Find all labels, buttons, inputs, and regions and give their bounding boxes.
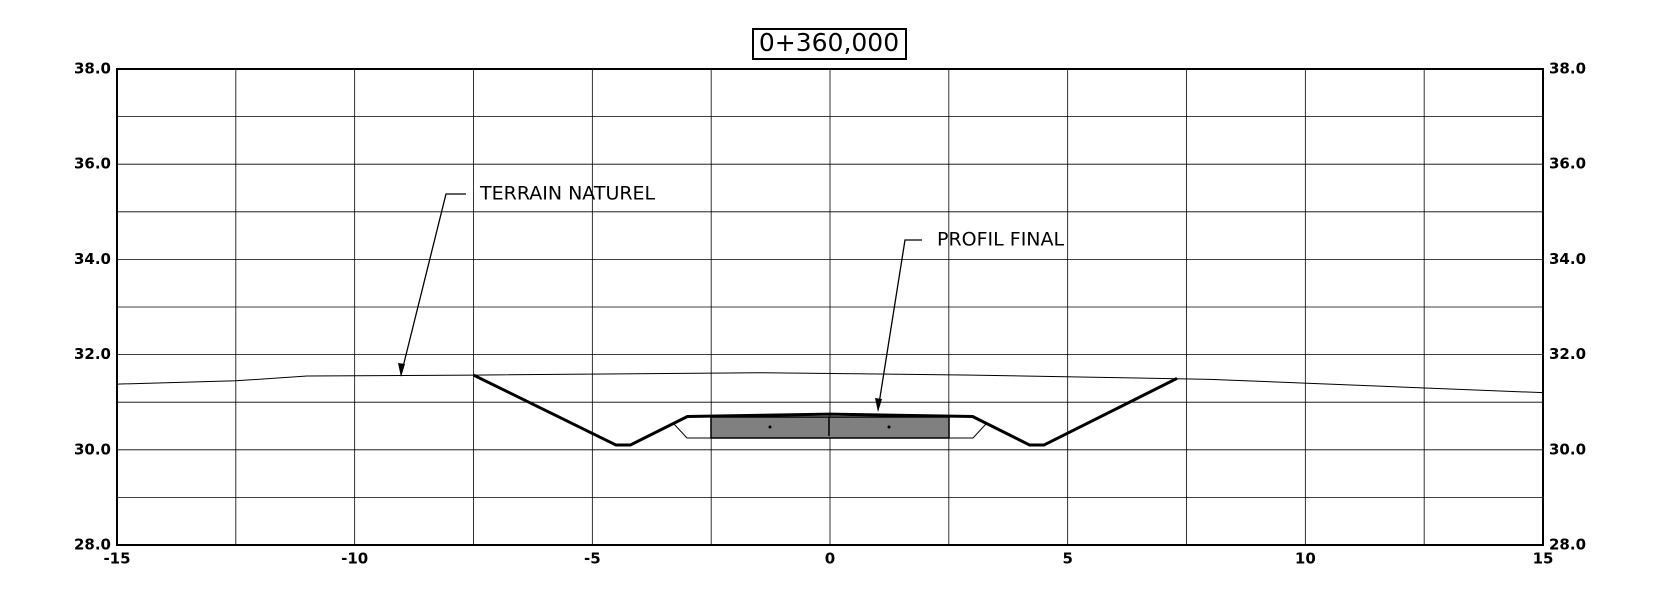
y-tick-label: 28.0 <box>74 536 111 554</box>
point <box>887 425 891 429</box>
x-tick-label: 5 <box>1062 550 1072 568</box>
y-tick-label: 34.0 <box>74 250 111 268</box>
x-tick-label: 15 <box>1533 550 1554 568</box>
pavement-layer <box>710 416 950 439</box>
y2-tick-label: 38.0 <box>1549 60 1586 78</box>
y-tick-label: 38.0 <box>74 60 111 78</box>
y2-tick-label: 34.0 <box>1549 250 1586 268</box>
annotation: TERRAIN NATUREL <box>479 183 656 205</box>
y2-tick-label: 30.0 <box>1549 440 1586 458</box>
leader-line <box>877 239 922 411</box>
leader-arrow <box>875 398 882 412</box>
line-series <box>472 373 1178 447</box>
leader-arrow <box>398 363 405 377</box>
y-tick-label: 36.0 <box>74 155 111 173</box>
y-tick-label: 30.0 <box>74 440 111 458</box>
x-tick-label: 10 <box>1295 550 1316 568</box>
y2-tick-label: 32.0 <box>1549 345 1586 363</box>
chart-title: 0+360,000 <box>759 28 899 57</box>
title-box <box>752 28 907 60</box>
y2-tick-label: 36.0 <box>1549 155 1586 173</box>
leader-line <box>400 193 466 376</box>
x-tick-label: -10 <box>341 550 368 568</box>
pavement <box>673 416 987 439</box>
x-tick-label: 0 <box>825 550 835 568</box>
point <box>768 425 772 429</box>
line-series <box>116 372 1544 394</box>
y-tick-label: 32.0 <box>74 345 111 363</box>
x-tick-label: -5 <box>584 550 601 568</box>
annotation: PROFIL FINAL <box>937 229 1065 251</box>
x-tick-label: -15 <box>103 550 130 568</box>
y2-tick-label: 28.0 <box>1549 536 1586 554</box>
